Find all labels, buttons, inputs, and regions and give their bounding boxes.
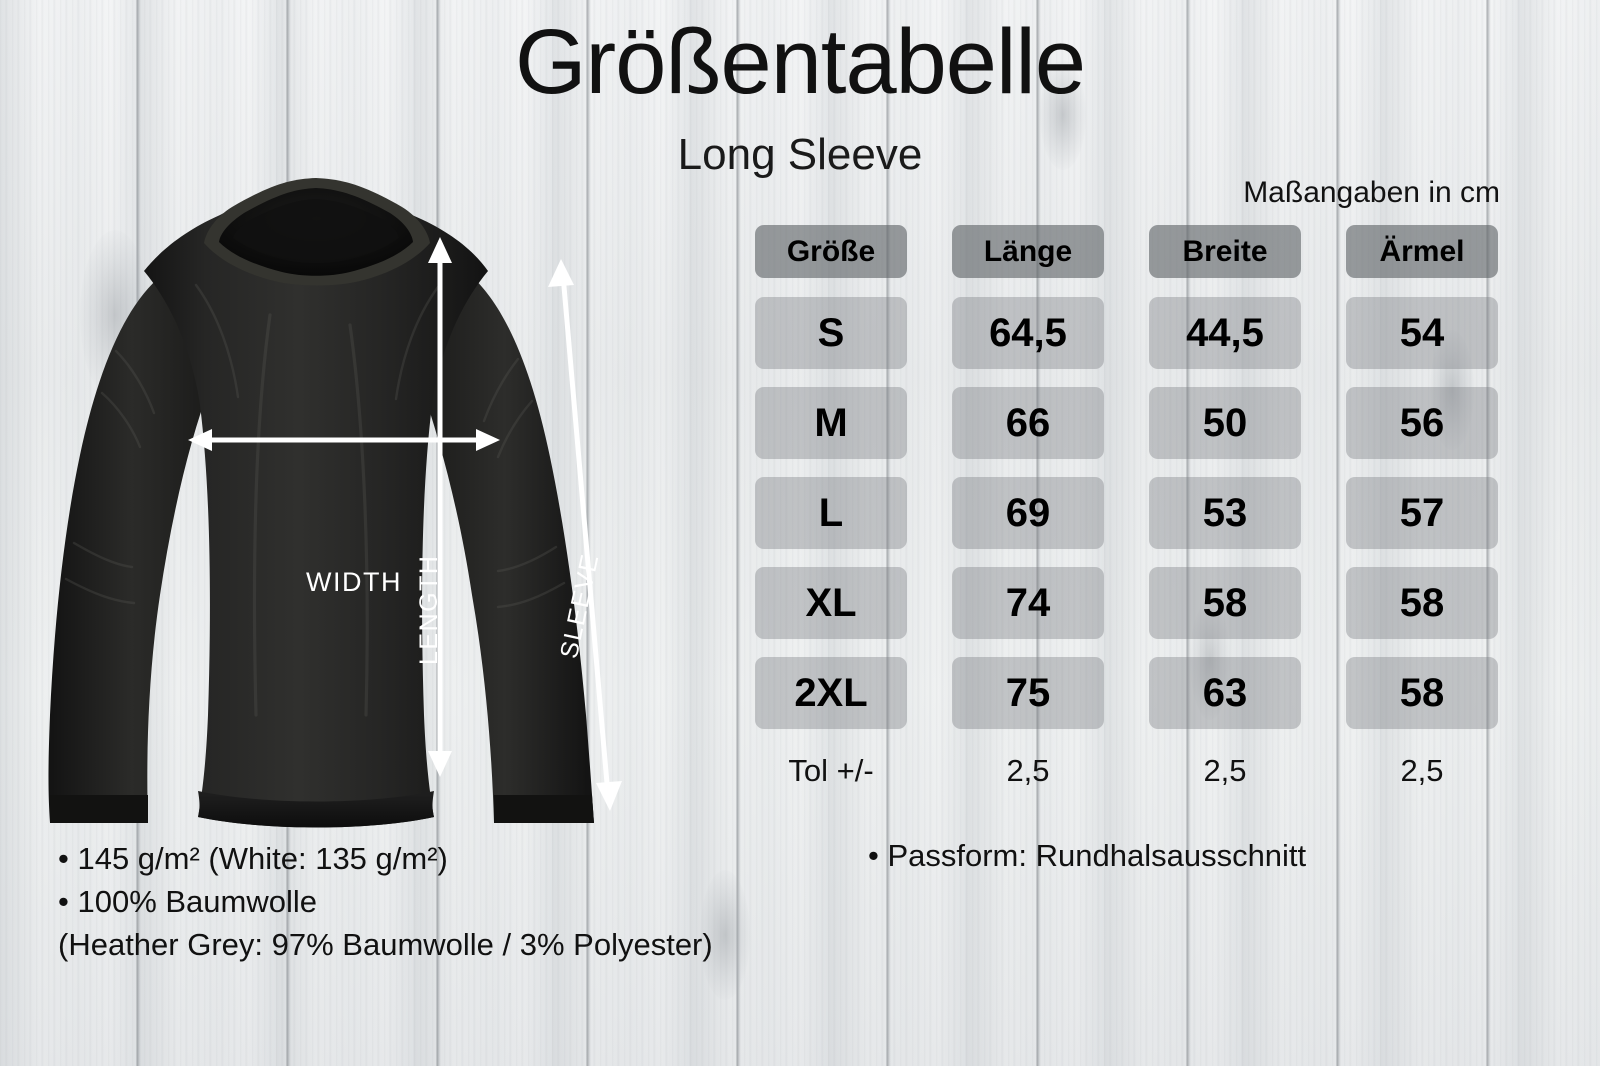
shirt-fabric-folds — [64, 283, 566, 609]
cell-width: 63 — [1149, 657, 1301, 729]
spec-heather: (Heather Grey: 97% Baumwolle / 3% Polyes… — [58, 926, 713, 962]
cell-sleeve: 57 — [1346, 477, 1498, 549]
column-header-length: Länge — [952, 225, 1104, 278]
spec-fit: • Passform: Rundhalsausschnitt — [868, 838, 1307, 873]
cell-length: 64,5 — [952, 297, 1104, 369]
cell-sleeve: 54 — [1346, 297, 1498, 369]
cell-size: XL — [755, 567, 907, 639]
cell-length: 74 — [952, 567, 1104, 639]
cell-size: M — [755, 387, 907, 459]
table-row: M 66 50 56 — [755, 387, 1507, 459]
cell-width: 50 — [1149, 387, 1301, 459]
column-header-width: Breite — [1149, 225, 1301, 278]
table-row: XL 74 58 58 — [755, 567, 1507, 639]
cell-length: 75 — [952, 657, 1104, 729]
shirt-highlights — [252, 313, 369, 717]
cell-size: S — [755, 297, 907, 369]
page-subtitle: Long Sleeve — [677, 130, 923, 179]
units-note: Maßangaben in cm — [1243, 176, 1500, 209]
cell-width: 58 — [1149, 567, 1301, 639]
column-header-sleeve: Ärmel — [1346, 225, 1498, 278]
shirt-hem — [198, 791, 434, 828]
shirt-body — [144, 185, 488, 828]
tolerance-value-width: 2,5 — [1203, 753, 1247, 788]
shirt-left-sleeve — [48, 275, 216, 823]
table-header-row: Größe Länge Breite Ärmel — [755, 225, 1507, 278]
tolerance-value-length: 2,5 — [1006, 753, 1050, 788]
sleeve-arrow — [548, 259, 622, 811]
shirt-right-sleeve — [416, 273, 594, 823]
long-sleeve-shirt-svg — [48, 178, 622, 828]
tolerance-value-sleeve: 2,5 — [1400, 753, 1444, 788]
cell-sleeve: 58 — [1346, 567, 1498, 639]
tolerance-label: Tol +/- — [788, 753, 874, 788]
table-row: L 69 53 57 — [755, 477, 1507, 549]
spec-fabric: • 100% Baumwolle — [58, 883, 317, 919]
size-table: Größe Länge Breite Ärmel S 64,5 44,5 54 … — [755, 225, 1507, 814]
cell-size: L — [755, 477, 907, 549]
column-header-size: Größe — [755, 225, 907, 278]
page-title: Größentabelle — [515, 11, 1086, 113]
cell-sleeve: 56 — [1346, 387, 1498, 459]
material-specs-left: • 145 g/m² (White: 135 g/m²) • 100% Baum… — [58, 838, 713, 966]
shirt-left-cuff — [50, 795, 148, 823]
cell-width: 53 — [1149, 477, 1301, 549]
length-measurement-label: LENGTH — [415, 554, 443, 665]
cell-size: 2XL — [755, 657, 907, 729]
shirt-collar-shadow — [233, 199, 399, 263]
shirt-illustration: WIDTH LENGTH SLEEVE — [20, 155, 660, 845]
table-row: 2XL 75 63 58 — [755, 657, 1507, 729]
width-measurement-label: WIDTH — [306, 567, 402, 597]
spec-weight: • 145 g/m² (White: 135 g/m²) — [58, 841, 448, 876]
table-row: S 64,5 44,5 54 — [755, 297, 1507, 369]
cell-sleeve: 58 — [1346, 657, 1498, 729]
cell-width: 44,5 — [1149, 297, 1301, 369]
tolerance-row: Tol +/- 2,5 2,5 2,5 — [755, 747, 1507, 795]
cell-length: 69 — [952, 477, 1104, 549]
shirt-right-cuff — [494, 795, 594, 823]
cell-length: 66 — [952, 387, 1104, 459]
length-arrow — [428, 237, 452, 777]
material-specs-right: • Passform: Rundhalsausschnitt — [868, 838, 1306, 874]
